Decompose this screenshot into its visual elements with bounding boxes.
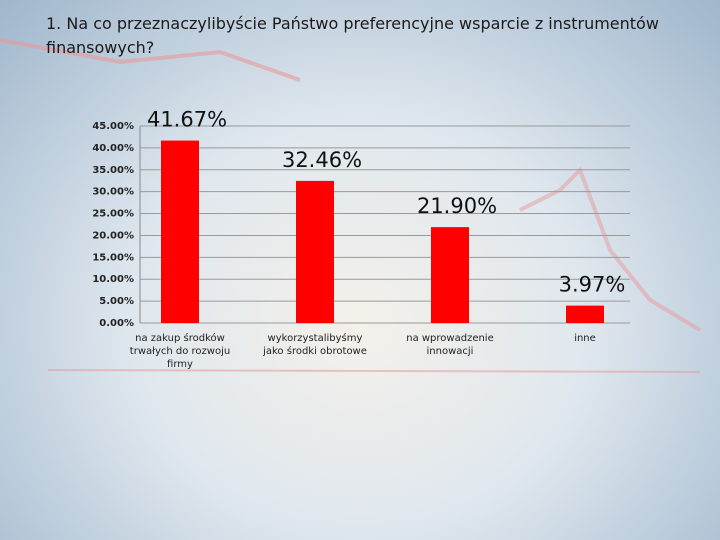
x-tick-label: wykorzystalibyśmy jako środki obrotowe <box>263 333 367 357</box>
decor-axis <box>47 369 701 373</box>
bar <box>296 180 334 323</box>
data-label: 21.90% <box>417 194 497 218</box>
decor-line <box>0 38 301 82</box>
data-label: 32.46% <box>282 148 362 172</box>
y-tick-label: 35.00% <box>92 165 134 176</box>
y-tick-label: 40.00% <box>92 143 134 154</box>
bar <box>161 140 199 323</box>
data-label: 41.67% <box>147 108 227 132</box>
bar <box>566 305 604 323</box>
y-tick-label: 10.00% <box>92 274 134 285</box>
x-tick-label: na zakup środków trwałych do rozwoju fir… <box>129 333 231 370</box>
data-label: 3.97% <box>559 273 626 297</box>
y-tick-label: 0.00% <box>99 318 134 329</box>
y-tick-label: 20.00% <box>92 230 134 241</box>
bar <box>431 227 469 323</box>
decor-line <box>519 166 702 332</box>
x-tick-label: inne <box>574 333 596 344</box>
y-tick-label: 5.00% <box>99 296 134 307</box>
y-tick-label: 15.00% <box>92 252 134 263</box>
chart-title: 1. Na co przeznaczylibyście Państwo pref… <box>46 14 659 57</box>
y-tick-label: 25.00% <box>92 209 134 220</box>
y-tick-label: 30.00% <box>92 187 134 198</box>
y-tick-label: 45.00% <box>92 121 134 132</box>
x-tick-label: na wprowadzenie innowacji <box>406 333 494 357</box>
